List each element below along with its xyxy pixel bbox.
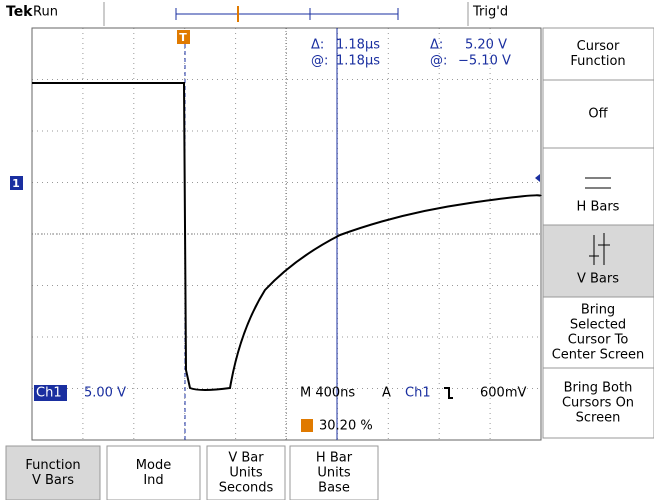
channel-marker-label: 1	[12, 177, 20, 190]
menu-label: Function	[25, 458, 80, 473]
trigger-status: Trig'd	[472, 5, 508, 20]
readout-label: @:	[430, 54, 447, 69]
trigger-position-bar	[175, 8, 399, 20]
channel-marker	[10, 176, 23, 190]
readout-value: −5.10 V	[458, 54, 511, 69]
waveform	[32, 82, 542, 391]
menu-label: Units	[317, 466, 350, 481]
menu-label: Cursors On	[562, 396, 634, 411]
brand: Tek	[6, 4, 33, 20]
trigger-marker-label: T	[179, 31, 187, 44]
readout-value: 1.18µs	[336, 38, 380, 53]
menu-label: Mode	[136, 458, 171, 473]
trigger-slope	[444, 387, 453, 399]
menu-label: H Bars	[577, 200, 620, 215]
readout-value: 5.20 V	[465, 38, 507, 53]
channel-badge	[34, 385, 67, 401]
menu-label: Bring	[581, 303, 615, 318]
trigger-level-arrow	[535, 174, 540, 182]
trigger-source: Ch1	[405, 386, 431, 401]
menu-button[interactable]	[542, 367, 654, 439]
vbars-icon	[589, 233, 610, 265]
readout-label: @:	[311, 54, 328, 69]
menu-button[interactable]	[542, 147, 654, 226]
readout-value: 1.18µs	[336, 54, 380, 69]
menu-label: Function	[570, 54, 625, 69]
menu-label: V Bar	[228, 451, 264, 466]
trigger-icon	[301, 419, 313, 432]
menu-label: V Bars	[32, 473, 74, 488]
menu-label: Screen	[576, 411, 621, 426]
menu-button[interactable]	[5, 445, 101, 500]
menu-label: Selected	[570, 318, 626, 333]
screen-border	[31, 27, 542, 441]
menu-button[interactable]	[542, 79, 654, 149]
menu-button[interactable]	[206, 445, 286, 500]
readout-label: Δ:	[430, 38, 443, 53]
run-state: Run	[33, 5, 58, 20]
menu-label: V Bars	[577, 272, 619, 287]
channel-name: Ch1	[36, 386, 62, 401]
menu-label: Cursor	[577, 39, 620, 54]
menu-label: Cursor To	[568, 333, 629, 348]
menu-label: Seconds	[219, 481, 274, 496]
trigger-level: 600mV	[480, 386, 526, 401]
trigger-mode: A	[382, 386, 391, 401]
timebase: M 400ns	[300, 386, 355, 401]
channel-scale: 5.00 V	[84, 386, 126, 401]
menu-label: Ind	[143, 473, 163, 488]
menu-label: Base	[318, 481, 350, 496]
menu-button	[542, 27, 654, 81]
menu-label: Off	[588, 107, 608, 122]
menu-button[interactable]	[542, 296, 654, 369]
menu-label: Units	[229, 466, 262, 481]
menu-button[interactable]	[542, 224, 654, 298]
graticule	[32, 28, 541, 440]
menu-button[interactable]	[106, 445, 201, 500]
hbars-icon	[585, 177, 611, 189]
readout-label: Δ:	[311, 38, 324, 53]
menu-button[interactable]	[289, 445, 379, 500]
trigger-position: 30.20 %	[319, 419, 373, 434]
menu-label: Center Screen	[552, 348, 645, 363]
menu-label: H Bar	[316, 451, 353, 466]
menu-label: Bring Both	[564, 381, 633, 396]
trigger-marker	[177, 30, 190, 44]
